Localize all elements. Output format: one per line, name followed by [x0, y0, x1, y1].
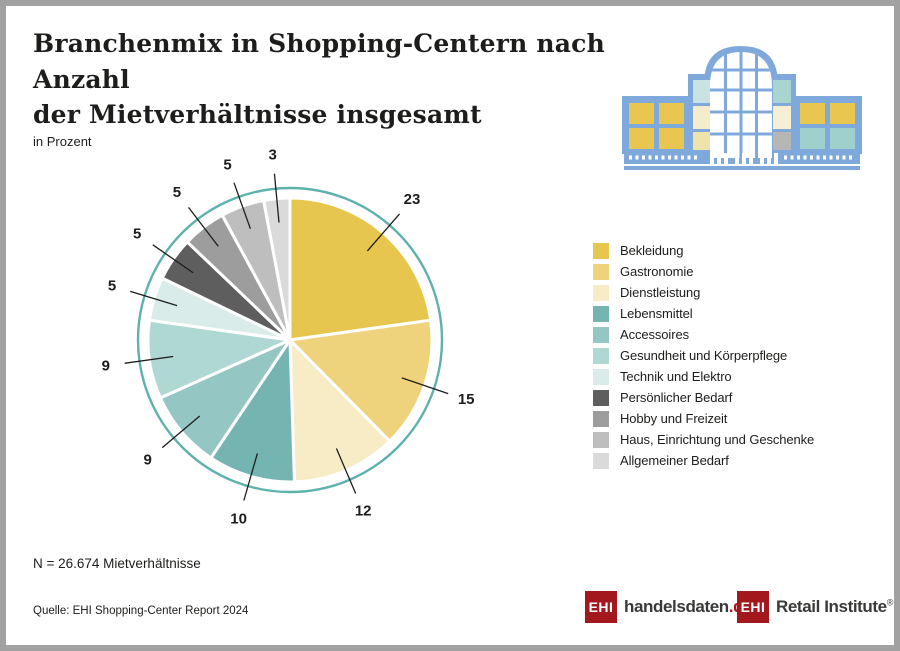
legend: Bekleidung Gastronomie Dienstleistung Leben… — [593, 240, 814, 471]
slice-value-label: 10 — [230, 510, 247, 527]
slice-leader-line — [130, 290, 178, 307]
pie-chart: 23 15 12 10 9 9 5 5 5 5 3 — [55, 143, 525, 543]
slice-leader-line — [273, 173, 280, 223]
slice-value-label: 9 — [144, 451, 152, 468]
legend-label: Dienstleistung — [620, 285, 701, 300]
legend-swatch-3 — [593, 305, 609, 322]
slice-leader-line — [187, 206, 219, 247]
legend-item: Accessoires — [593, 324, 814, 345]
legend-item: Gesundheit und Körperpflege — [593, 345, 814, 366]
pie-slice-0 — [288, 196, 433, 342]
legend-swatch-8 — [593, 410, 609, 427]
slice-value-label: 12 — [355, 502, 372, 519]
legend-swatch-9 — [593, 431, 609, 448]
slice-leader-line — [161, 415, 201, 449]
legend-item: Haus, Einrichtung und Geschenke — [593, 429, 814, 450]
legend-item: Lebensmittel — [593, 303, 814, 324]
legend-swatch-2 — [593, 284, 609, 301]
handelsdaten-logo-text: handelsdaten.de — [624, 597, 753, 617]
legend-item: Gastronomie — [593, 261, 814, 282]
slice-value-label: 23 — [404, 191, 421, 208]
legend-label: Accessoires — [620, 327, 689, 342]
legend-swatch-5 — [593, 347, 609, 364]
sample-size-note: N = 26.674 Mietverhältnisse — [33, 556, 201, 571]
legend-label: Persönlicher Bedarf — [620, 390, 733, 405]
legend-label: Haus, Einrichtung und Geschenke — [620, 432, 815, 447]
slice-leader-line — [335, 448, 357, 494]
legend-label: Allgemeiner Bedarf — [620, 453, 729, 468]
slice-value-label: 15 — [458, 391, 475, 408]
legend-label: Technik und Elektro — [620, 369, 732, 384]
pie-chart-svg: 23 15 12 10 9 9 5 5 5 5 3 — [102, 146, 475, 527]
legend-swatch-4 — [593, 326, 609, 343]
legend-label: Hobby und Freizeit — [620, 411, 728, 426]
unit-label: in Prozent — [33, 134, 92, 149]
slice-value-label: 5 — [133, 225, 141, 242]
legend-item: Persönlicher Bedarf — [593, 387, 814, 408]
ehi-handelsdaten-logo: EHI handelsdaten.de — [585, 591, 753, 623]
registered-mark: ® — [886, 597, 894, 608]
legend-label: Bekleidung — [620, 243, 684, 258]
slice-value-label: 9 — [102, 357, 110, 374]
page-title: Branchenmix in Shopping-Centern nach Anz… — [33, 26, 673, 133]
ehi-logo-box: EHI — [585, 591, 617, 623]
slice-leader-line — [243, 453, 259, 501]
ehi-logo-box: EHI — [737, 591, 769, 623]
pie-outer-ring — [136, 186, 444, 494]
title-line-2: der Mietverhältnisse insgesamt — [33, 100, 482, 129]
legend-item: Hobby und Freizeit — [593, 408, 814, 429]
legend-item: Dienstleistung — [593, 282, 814, 303]
legend-swatch-7 — [593, 389, 609, 406]
slice-value-label: 5 — [223, 156, 231, 173]
slice-leader-line — [233, 182, 252, 230]
legend-label: Gesundheit und Körperpflege — [620, 348, 788, 363]
slice-value-label: 5 — [173, 184, 181, 201]
ehi-retail-institute-logo: EHI Retail Institute® — [737, 591, 893, 623]
slice-leader-line — [401, 377, 449, 395]
legend-swatch-6 — [593, 368, 609, 385]
legend-label: Gastronomie — [620, 264, 694, 279]
legend-item: Allgemeiner Bedarf — [593, 450, 814, 471]
title-line-1: Branchenmix in Shopping-Centern nach Anz… — [33, 29, 605, 94]
legend-swatch-1 — [593, 263, 609, 280]
legend-item: Technik und Elektro — [593, 366, 814, 387]
slice-leader-line — [366, 213, 401, 252]
shopping-center-icon-svg — [622, 46, 862, 170]
slice-leader-line — [124, 355, 174, 364]
legend-item: Bekleidung — [593, 240, 814, 261]
slice-value-label: 3 — [268, 146, 276, 163]
slice-leader-line — [152, 244, 194, 274]
slice-value-label: 5 — [108, 277, 116, 294]
legend-swatch-10 — [593, 452, 609, 469]
retail-institute-logo-text: Retail Institute® — [776, 597, 894, 616]
legend-label: Lebensmittel — [620, 306, 693, 321]
source-note: Quelle: EHI Shopping-Center Report 2024 — [33, 605, 249, 617]
legend-swatch-0 — [593, 242, 609, 259]
shopping-center-icon — [618, 38, 866, 181]
